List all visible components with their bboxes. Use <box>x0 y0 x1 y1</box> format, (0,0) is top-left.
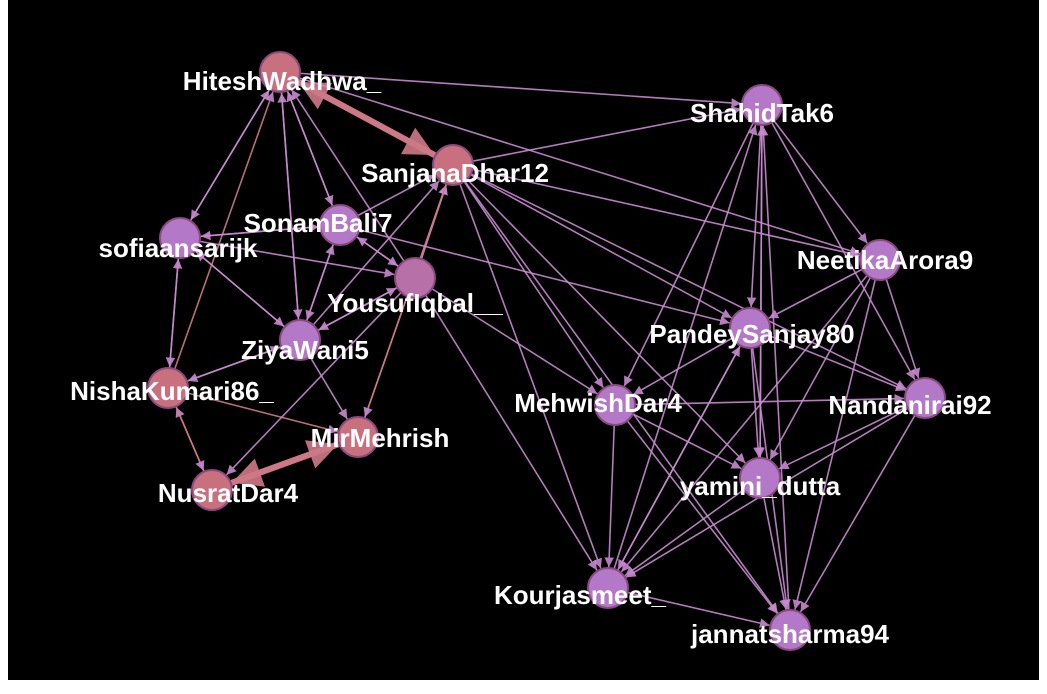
nodes <box>147 51 946 651</box>
edge <box>279 71 334 206</box>
edge <box>190 71 281 221</box>
node-label: SonamBali7 <box>244 208 393 238</box>
node-label: yamini_dutta <box>680 471 841 501</box>
edge <box>799 397 926 613</box>
edge <box>290 89 416 279</box>
edge <box>607 124 758 589</box>
edge <box>632 327 751 396</box>
edge <box>230 434 360 487</box>
node-label: HiteshWadhwa_ <box>183 66 382 96</box>
edge <box>414 277 598 395</box>
node <box>279 319 321 361</box>
edge <box>167 387 338 435</box>
node <box>904 377 946 419</box>
edge <box>746 104 763 308</box>
node-label: NusratDar4 <box>158 478 299 508</box>
node <box>394 257 436 299</box>
edge <box>759 477 789 610</box>
node-label: sofiaansarijk <box>99 233 259 263</box>
node-label: jannatsharma94 <box>690 619 890 649</box>
edge <box>778 397 926 470</box>
labels: HiteshWadhwa_ SanjanaDhar12 SonamBali7sofi… <box>70 66 992 649</box>
edge <box>167 91 275 389</box>
edge <box>607 587 770 628</box>
edge <box>452 106 742 166</box>
edge <box>452 164 746 464</box>
edge <box>623 104 763 387</box>
edge <box>279 71 303 320</box>
edge <box>614 404 742 470</box>
background <box>8 0 1039 680</box>
edge <box>757 125 767 479</box>
node-label: MehwishDar4 <box>514 388 682 418</box>
edge <box>769 259 881 460</box>
edge <box>761 104 868 244</box>
node-label: NishaKumari86_ <box>70 376 274 406</box>
node-label: ShahidTak6 <box>690 98 834 128</box>
edge <box>607 346 741 589</box>
edge <box>624 477 761 577</box>
edge <box>279 71 742 108</box>
edge <box>761 104 916 381</box>
edge <box>165 237 181 368</box>
node <box>729 307 771 349</box>
edge <box>279 71 861 256</box>
edge <box>614 393 905 406</box>
node-label: SanjanaDhar12 <box>361 158 549 188</box>
node-label: MirMehrish <box>311 423 450 453</box>
edge <box>452 164 732 319</box>
node <box>191 469 233 511</box>
edge <box>452 164 604 389</box>
node-label: PandeySanjay80 <box>649 319 854 349</box>
node <box>741 84 783 126</box>
node-label: Kourjasmeet_ <box>494 580 666 610</box>
edge <box>604 404 616 568</box>
node <box>769 609 811 651</box>
edge <box>749 327 763 458</box>
edge <box>749 327 906 392</box>
node <box>147 367 189 409</box>
node <box>337 416 379 458</box>
edge <box>200 224 341 241</box>
node <box>739 457 781 499</box>
edges <box>165 69 926 631</box>
edge <box>452 164 907 390</box>
node <box>587 567 629 609</box>
node <box>319 204 361 246</box>
edge <box>278 69 436 158</box>
node-label: ZiyaWani5 <box>241 335 369 365</box>
edge <box>758 125 791 631</box>
node <box>259 51 301 93</box>
edge <box>620 259 881 573</box>
node-label: YousufIqbal__ <box>327 288 503 318</box>
edge <box>339 224 730 326</box>
node <box>432 144 474 186</box>
edge <box>452 164 860 259</box>
edge <box>614 404 778 614</box>
edge <box>225 277 416 476</box>
node-label: Nandanirai92 <box>828 390 991 420</box>
edge <box>414 277 598 571</box>
edge <box>452 164 602 569</box>
edge <box>179 237 395 278</box>
node-label: NeetikaArora9 <box>797 245 973 275</box>
edge <box>792 259 881 610</box>
edge <box>179 237 285 328</box>
node <box>159 217 201 259</box>
edge <box>299 180 440 341</box>
node <box>594 384 636 426</box>
node <box>859 239 901 281</box>
